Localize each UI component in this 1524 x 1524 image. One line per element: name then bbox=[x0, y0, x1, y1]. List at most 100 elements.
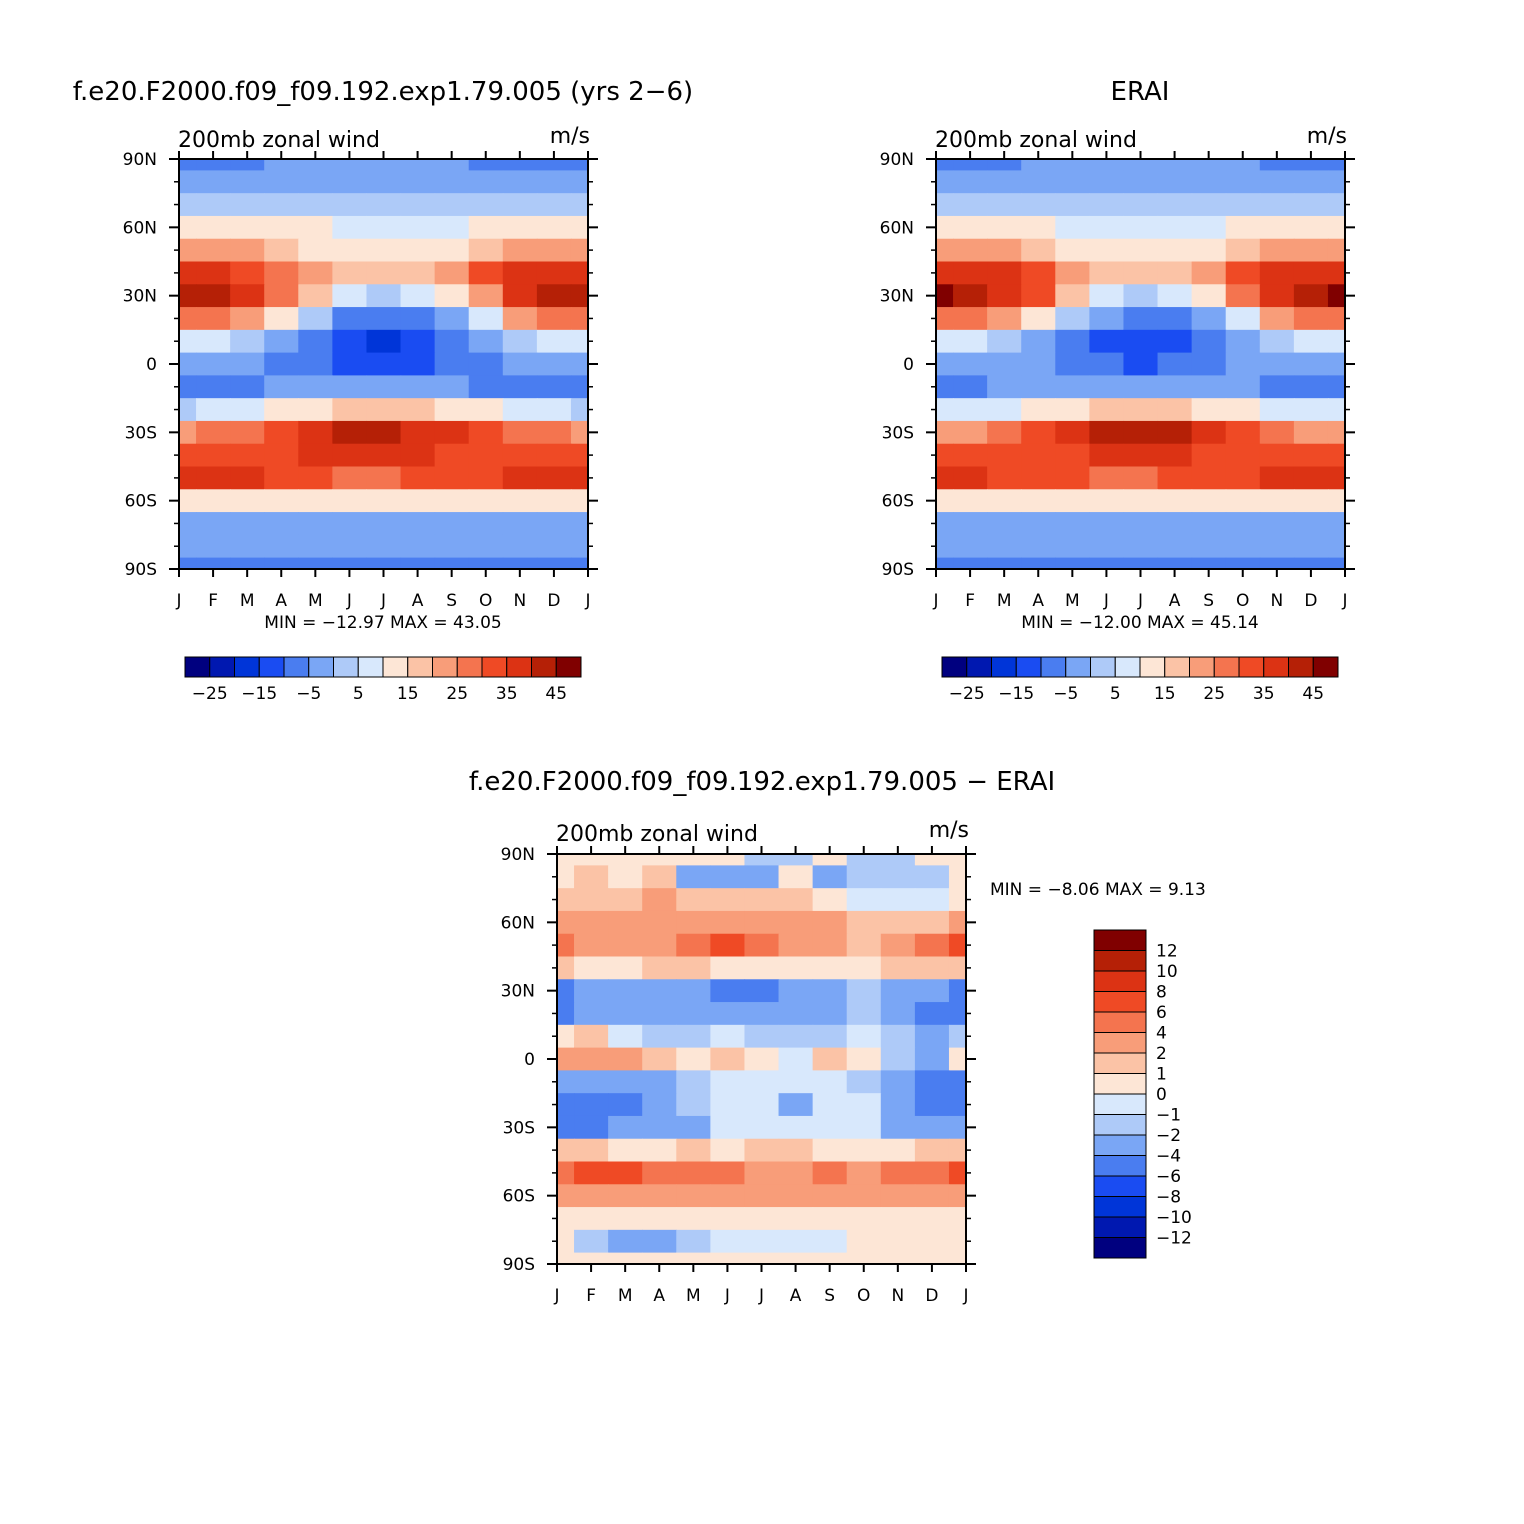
y-tick-label: 0 bbox=[903, 355, 914, 375]
heatmap-cell bbox=[812, 1024, 848, 1049]
heatmap-cell bbox=[1055, 489, 1090, 513]
heatmap-cell bbox=[179, 238, 197, 263]
heatmap-cell bbox=[468, 557, 504, 570]
heatmap-cell bbox=[332, 398, 368, 422]
heatmap-cell bbox=[1157, 261, 1193, 285]
heatmap-cell bbox=[570, 193, 589, 217]
heatmap-cell bbox=[744, 1207, 780, 1231]
heatmap-cell bbox=[948, 979, 967, 1003]
heatmap-cell bbox=[880, 888, 916, 912]
heatmap-cell bbox=[812, 1207, 848, 1231]
heatmap-cell bbox=[914, 854, 950, 866]
heatmap-cell bbox=[502, 375, 538, 399]
heatmap-cell bbox=[1123, 398, 1159, 422]
heatmap-cell bbox=[642, 865, 677, 889]
heatmap-cell bbox=[642, 1229, 677, 1254]
heatmap-cell bbox=[1259, 193, 1295, 217]
heatmap-cell bbox=[1191, 398, 1227, 422]
heatmap-cell bbox=[710, 1024, 746, 1049]
heatmap-cell bbox=[642, 888, 677, 912]
heatmap-cell bbox=[953, 238, 988, 263]
heatmap-cell bbox=[914, 1252, 950, 1265]
heatmap-cell bbox=[468, 443, 504, 468]
heatmap-cell bbox=[1259, 329, 1295, 354]
heatmap-cell bbox=[574, 1252, 609, 1265]
heatmap-cell bbox=[1293, 375, 1329, 399]
heatmap-cell bbox=[987, 329, 1022, 354]
heatmap-cell bbox=[298, 329, 333, 354]
heatmap-cell bbox=[1225, 466, 1261, 490]
heatmap-cell bbox=[744, 1229, 780, 1254]
heatmap-cell bbox=[676, 1161, 711, 1185]
heatmap-cell bbox=[332, 466, 368, 490]
heatmap-cell bbox=[642, 1024, 677, 1049]
heatmap-cell bbox=[1191, 352, 1227, 376]
x-tick-label: J bbox=[346, 591, 352, 611]
heatmap-cell bbox=[778, 865, 814, 889]
colorbar-label: 6 bbox=[1156, 1003, 1167, 1023]
panel-obs-stats: MIN = −12.00 MAX = 45.14 bbox=[1021, 613, 1258, 633]
heatmap-cell bbox=[744, 956, 780, 980]
colorbar-swatch bbox=[1093, 1011, 1147, 1033]
heatmap-cell bbox=[1293, 215, 1329, 240]
heatmap-cell bbox=[332, 352, 368, 376]
heatmap-cell bbox=[1259, 307, 1295, 331]
heatmap-cell bbox=[1259, 512, 1295, 536]
x-tick-label: J bbox=[1103, 591, 1109, 611]
heatmap-cell bbox=[1259, 557, 1295, 570]
heatmap-cell bbox=[778, 1070, 814, 1094]
heatmap-cell bbox=[1157, 238, 1193, 263]
heatmap-cell bbox=[1157, 159, 1193, 171]
heatmap-cell bbox=[366, 398, 402, 422]
heatmap-cell bbox=[1327, 557, 1346, 570]
heatmap-cell bbox=[1021, 329, 1056, 354]
heatmap-cell bbox=[332, 261, 368, 285]
heatmap-cell bbox=[400, 443, 436, 468]
heatmap-cell bbox=[880, 979, 916, 1003]
heatmap-cell bbox=[880, 1115, 916, 1140]
heatmap-cell bbox=[880, 1002, 916, 1026]
heatmap-cell bbox=[778, 956, 814, 980]
heatmap-cell bbox=[468, 159, 504, 171]
heatmap-cell bbox=[987, 193, 1022, 217]
x-tick-label: M bbox=[618, 1286, 633, 1306]
colorbar-swatch bbox=[1090, 656, 1116, 678]
heatmap-cell bbox=[880, 854, 916, 866]
x-tick-label: F bbox=[208, 591, 218, 611]
heatmap-cell bbox=[570, 159, 589, 171]
x-tick-label: N bbox=[891, 1286, 904, 1306]
colorbar-label: −15 bbox=[241, 684, 277, 704]
colorbar-label: 1 bbox=[1156, 1065, 1167, 1085]
x-tick-label: A bbox=[1032, 591, 1044, 611]
heatmap-cell bbox=[196, 443, 231, 468]
colorbar-label: −1 bbox=[1156, 1106, 1181, 1126]
heatmap-cell bbox=[570, 170, 589, 194]
panel-diff: f.e20.F2000.f09_f09.192.exp1.79.005 − ER… bbox=[469, 767, 1206, 1306]
heatmap-cell bbox=[1055, 329, 1090, 354]
heatmap-cell bbox=[778, 1184, 814, 1208]
heatmap-cell bbox=[1191, 489, 1227, 513]
colorbar-label: 25 bbox=[446, 684, 468, 704]
heatmap-cell bbox=[1225, 238, 1261, 263]
heatmap-cell bbox=[230, 420, 265, 445]
heatmap-cell bbox=[400, 159, 436, 171]
colorbar-swatch bbox=[1093, 1052, 1147, 1074]
heatmap-cell bbox=[1089, 329, 1125, 354]
heatmap-cell bbox=[1293, 170, 1329, 194]
heatmap-cell bbox=[1191, 329, 1227, 354]
x-tick-label: A bbox=[275, 591, 287, 611]
heatmap-cell bbox=[914, 1161, 950, 1185]
heatmap-cell bbox=[778, 933, 814, 958]
heatmap-cell bbox=[710, 1093, 746, 1117]
x-tick-label: N bbox=[1270, 591, 1283, 611]
heatmap-cell bbox=[1225, 443, 1261, 468]
heatmap-cell bbox=[953, 512, 988, 536]
heatmap-cell bbox=[744, 979, 780, 1003]
colorbar-swatch bbox=[1093, 1032, 1147, 1054]
heatmap-cell bbox=[710, 1047, 746, 1071]
colorbar-label: 15 bbox=[397, 684, 419, 704]
heatmap-cell bbox=[953, 398, 988, 422]
heatmap-cell bbox=[196, 329, 231, 354]
heatmap-cell bbox=[953, 557, 988, 570]
